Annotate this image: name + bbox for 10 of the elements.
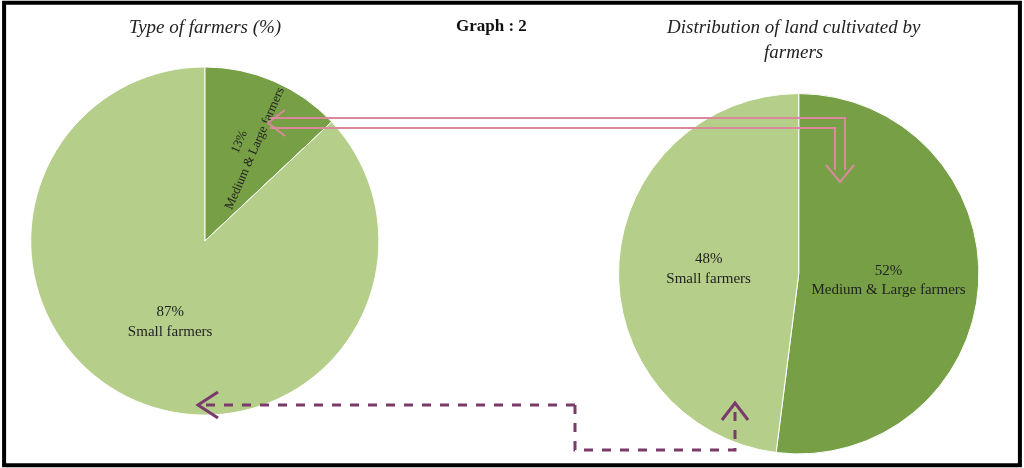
chart-title: Type of farmers (%) xyxy=(129,16,282,38)
pie-slice xyxy=(30,66,380,416)
slice-label: Small farmers xyxy=(666,269,752,286)
data-label: 48% xyxy=(694,250,723,267)
slice-label: Medium & Large farmers xyxy=(811,281,966,298)
data-label: 52% xyxy=(874,261,903,278)
chart-title: Distribution of land cultivated by farmers xyxy=(666,16,921,62)
text: Graph : 2 xyxy=(456,16,527,35)
data-label: 87% xyxy=(156,303,184,320)
slice-label: Small farmers xyxy=(127,322,213,339)
